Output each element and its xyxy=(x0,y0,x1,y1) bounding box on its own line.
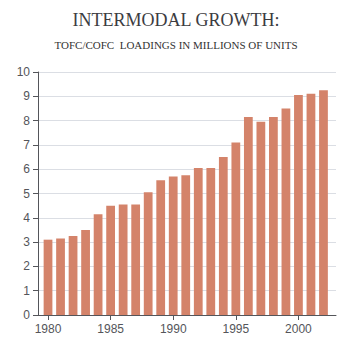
svg-text:2000: 2000 xyxy=(285,322,312,336)
svg-text:1980: 1980 xyxy=(35,322,62,336)
svg-text:5: 5 xyxy=(23,187,30,201)
svg-text:4: 4 xyxy=(23,211,30,225)
svg-text:6: 6 xyxy=(23,162,30,176)
svg-text:8: 8 xyxy=(23,114,30,128)
svg-text:3: 3 xyxy=(23,235,30,249)
svg-text:10: 10 xyxy=(17,65,31,79)
svg-text:TOFC/COFC LOADINGS IN MILLION: TOFC/COFC LOADINGS IN MILLIONS OF UNITS xyxy=(54,39,297,51)
svg-text:7: 7 xyxy=(23,138,30,152)
svg-text:1990: 1990 xyxy=(160,322,187,336)
svg-text:9: 9 xyxy=(23,89,30,103)
svg-text:1985: 1985 xyxy=(97,322,124,336)
svg-text:0: 0 xyxy=(23,308,30,322)
svg-text:1995: 1995 xyxy=(222,322,249,336)
svg-text:INTERMODAL GROWTH:: INTERMODAL GROWTH: xyxy=(73,10,280,30)
svg-text:1: 1 xyxy=(23,284,30,298)
svg-text:2: 2 xyxy=(23,259,30,273)
